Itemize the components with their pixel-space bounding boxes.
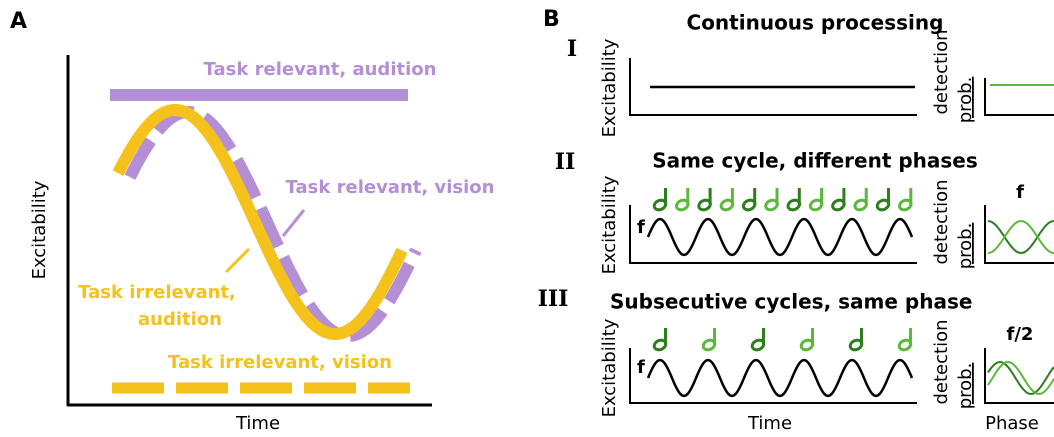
row-title: Same cycle, different phases (652, 149, 978, 173)
right-y-axis-label: prob. (955, 77, 976, 124)
panel-label: B (543, 7, 560, 32)
right-title: f (1016, 182, 1024, 203)
oscillation (646, 217, 914, 257)
freq-label: f (637, 357, 645, 378)
pointer (281, 209, 306, 237)
row-numeral: III (538, 286, 569, 312)
right-title: f/2 (1007, 324, 1034, 345)
y-axis-label: Excitability (29, 180, 50, 279)
y-axis-label: Excitability (599, 175, 620, 274)
detection-curve (987, 360, 1054, 395)
x-axis-label: Time (747, 413, 792, 434)
irrelevant-audition-label: Task irrelevant, (78, 282, 236, 303)
irrelevant-vision-label: Task irrelevant, vision (168, 352, 392, 373)
y-axis-label: Excitability (599, 318, 620, 417)
detection-curve (987, 220, 1054, 254)
x-axis-label: Phase (985, 413, 1039, 434)
relevant-audition-label: Task relevant, audition (204, 59, 437, 80)
freq-label: f (637, 217, 645, 238)
right-y-axis-label: detection (931, 319, 952, 404)
row-numeral: I (567, 36, 577, 62)
oscillation (646, 358, 914, 398)
irrelevant-audition-label: audition (138, 309, 222, 330)
right-y-axis-label: detection (931, 179, 952, 264)
right-y-axis-label: prob. (955, 363, 976, 410)
y-axis-label: Excitability (599, 38, 620, 137)
row-numeral: II (555, 149, 576, 175)
detection-curve (987, 360, 1054, 395)
row-title: Subsecutive cycles, same phase (610, 290, 972, 314)
panel-label: A (10, 9, 27, 34)
row-title: Continuous processing (687, 11, 944, 35)
irrelevant-audition-curve (112, 104, 408, 340)
pointer (224, 247, 251, 274)
x-axis-label: Time (235, 413, 280, 434)
right-y-axis-label: detection (931, 29, 952, 114)
right-y-axis-label: prob. (955, 223, 976, 270)
relevant-vision-label: Task relevant, vision (286, 177, 495, 198)
detection-curve (987, 220, 1054, 254)
